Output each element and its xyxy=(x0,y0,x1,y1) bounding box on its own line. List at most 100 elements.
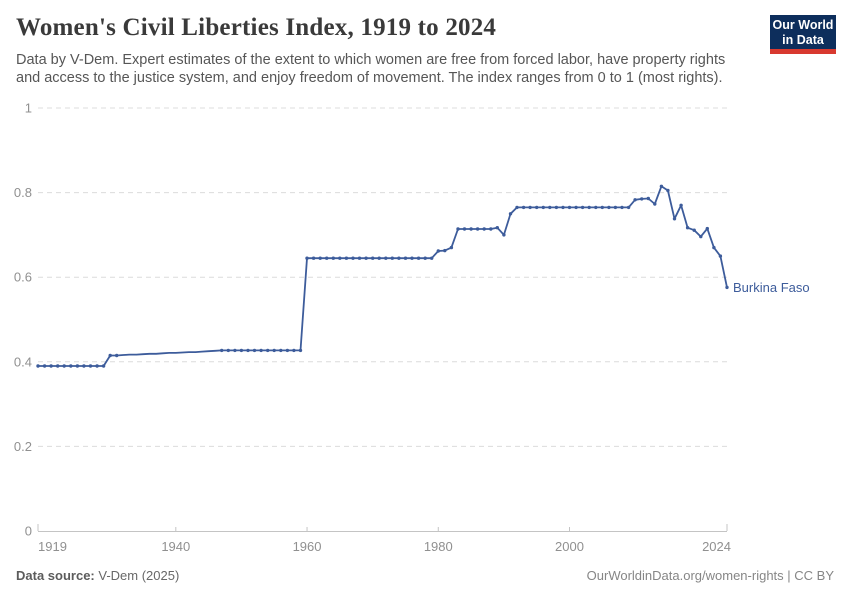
data-point xyxy=(331,256,335,260)
data-point xyxy=(508,212,513,216)
data-point xyxy=(49,364,53,368)
data-point xyxy=(607,205,611,210)
data-point xyxy=(101,364,106,368)
y-axis-tick-label: 0 xyxy=(25,524,32,539)
data-point xyxy=(489,227,493,231)
data-point xyxy=(456,227,460,231)
data-point xyxy=(344,256,349,260)
data-point xyxy=(699,234,703,239)
data-point xyxy=(449,245,454,250)
data-point xyxy=(436,249,440,253)
data-point xyxy=(259,348,263,353)
data-point xyxy=(659,184,664,188)
y-axis-tick-label: 0.6 xyxy=(14,270,32,285)
data-point xyxy=(482,227,486,231)
owid-logo-line-2: in Data xyxy=(782,32,824,47)
data-point xyxy=(397,256,401,260)
data-source-value: V-Dem (2025) xyxy=(98,568,180,583)
data-point xyxy=(115,353,119,358)
data-point xyxy=(351,256,355,260)
owid-logo-red-bar xyxy=(770,49,836,54)
chart-subtitle: Data by V-Dem. Expert estimates of the e… xyxy=(16,52,725,87)
data-point xyxy=(548,205,552,210)
data-point xyxy=(416,256,421,260)
data-point xyxy=(515,205,519,210)
data-point xyxy=(410,256,414,260)
data-point xyxy=(364,256,368,260)
x-axis-tick-label: 2000 xyxy=(555,539,584,554)
data-point xyxy=(252,348,257,353)
data-point xyxy=(653,202,657,206)
chart-subtitle-line-1: Data by V-Dem. Expert estimates of the e… xyxy=(16,52,726,68)
x-axis-tick-label: 1980 xyxy=(424,539,453,554)
data-point xyxy=(95,364,99,368)
data-point xyxy=(56,364,60,368)
data-point xyxy=(580,205,585,210)
chart-title: Women's Civil Liberties Index, 1919 to 2… xyxy=(16,14,497,41)
data-point xyxy=(338,256,342,260)
data-point xyxy=(685,226,690,230)
data-point xyxy=(88,364,93,368)
data-point xyxy=(679,203,683,207)
data-point xyxy=(626,205,631,210)
data-point xyxy=(62,364,66,368)
data-point xyxy=(587,205,591,210)
data-point xyxy=(672,217,677,221)
data-point xyxy=(594,205,598,210)
data-point xyxy=(561,205,565,210)
data-point xyxy=(390,256,394,260)
data-point xyxy=(646,196,650,201)
data-point xyxy=(311,256,316,260)
data-point xyxy=(633,198,637,202)
data-point xyxy=(554,205,559,210)
data-point xyxy=(528,205,532,210)
y-axis-tick-label: 0.2 xyxy=(14,439,32,454)
x-axis-tick-label: 1919 xyxy=(38,539,67,554)
data-point xyxy=(69,364,73,368)
data-point xyxy=(226,348,230,353)
data-point xyxy=(384,256,388,260)
data-point xyxy=(246,348,250,353)
data-point xyxy=(239,348,244,353)
data-point xyxy=(541,205,545,210)
data-point xyxy=(279,348,283,353)
data-point xyxy=(371,256,375,260)
data-point xyxy=(574,205,578,210)
data-point xyxy=(36,364,40,368)
data-point xyxy=(42,364,47,368)
data-point xyxy=(75,364,80,368)
owid-logo[interactable]: Our World in Data xyxy=(770,15,836,54)
data-point xyxy=(567,205,572,210)
data-line xyxy=(37,185,728,367)
data-point xyxy=(600,205,604,210)
data-point xyxy=(443,248,447,253)
data-point xyxy=(357,256,362,260)
y-axis-tick-label: 1 xyxy=(25,101,32,116)
y-axis-tick-label: 0.4 xyxy=(14,354,32,369)
data-point xyxy=(462,227,467,231)
data-source-label: Data source: xyxy=(16,568,95,583)
chart-footer: Data source: V-Dem (2025) OurWorldinData… xyxy=(16,568,834,583)
data-point xyxy=(233,348,237,353)
data-point xyxy=(475,227,480,231)
data-point xyxy=(377,256,381,260)
data-point xyxy=(502,233,506,237)
data-point xyxy=(666,188,670,193)
data-point xyxy=(620,205,624,210)
data-point xyxy=(430,256,434,260)
data-point xyxy=(82,364,86,368)
x-axis-tick-label: 2024 xyxy=(702,539,731,554)
data-point xyxy=(285,348,290,353)
data-point xyxy=(292,348,296,353)
data-point xyxy=(423,256,427,260)
data-point xyxy=(298,348,303,353)
chart-subtitle-line-2: and access to the justice system, and en… xyxy=(16,69,723,86)
x-axis-tick-label: 1960 xyxy=(293,539,322,554)
y-axis-tick-label: 0.8 xyxy=(14,185,32,200)
data-point xyxy=(325,256,329,260)
footer-citation-link[interactable]: OurWorldinData.org/women-rights | CC BY xyxy=(586,568,834,583)
data-point xyxy=(640,197,644,201)
data-point xyxy=(613,205,618,210)
